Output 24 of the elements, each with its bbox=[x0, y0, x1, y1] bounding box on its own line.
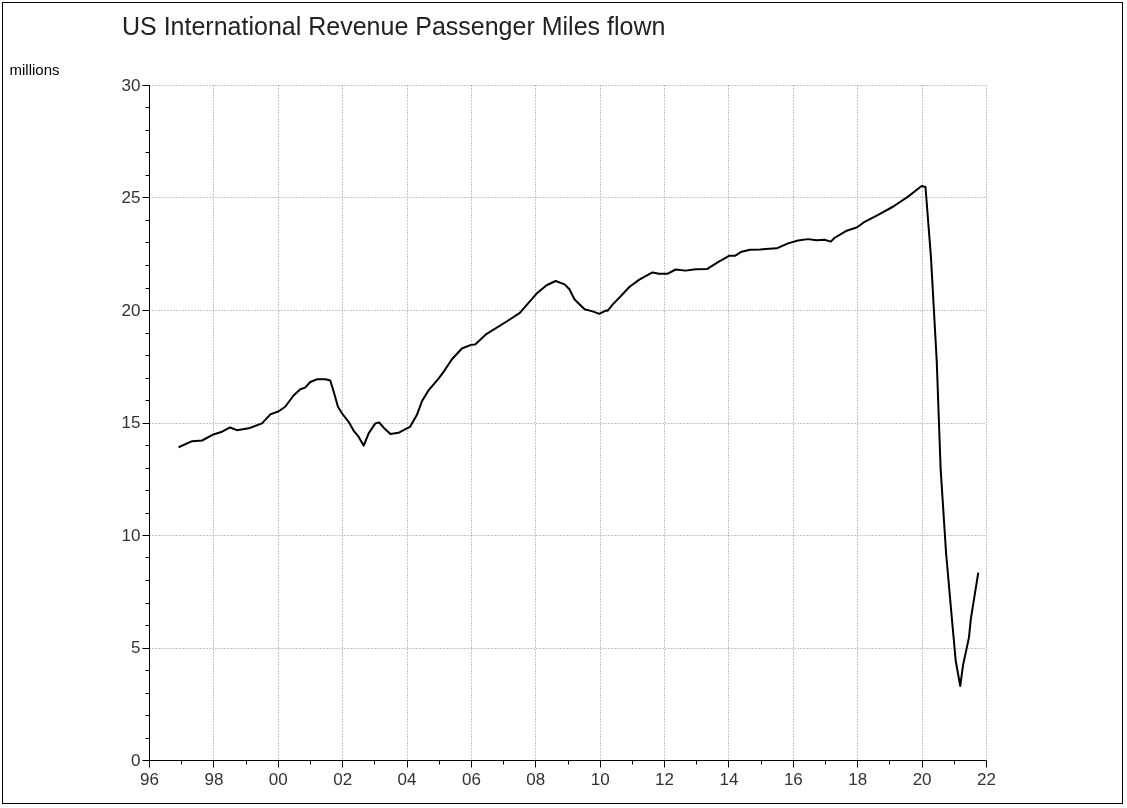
y-tick-label: 10 bbox=[121, 525, 141, 545]
line-series bbox=[177, 185, 980, 687]
x-tick-label: 10 bbox=[590, 769, 610, 789]
y-tick-label: 25 bbox=[121, 188, 141, 207]
x-tick-label: 06 bbox=[461, 769, 481, 789]
x-tick-label: 20 bbox=[912, 769, 932, 789]
x-tick-label: 14 bbox=[719, 769, 739, 789]
x-tick-label: 08 bbox=[526, 769, 546, 789]
y-tick-label: 15 bbox=[121, 413, 141, 432]
y-tick-label: 0 bbox=[131, 750, 141, 770]
y-tick-label: 20 bbox=[121, 300, 141, 320]
x-tick-label: 18 bbox=[848, 769, 868, 789]
x-tick-label: 02 bbox=[333, 769, 353, 789]
x-tick-label: 22 bbox=[977, 769, 996, 789]
y-tick-label: 30 bbox=[121, 75, 141, 95]
x-tick-label: 98 bbox=[204, 769, 224, 789]
x-tick-label: 04 bbox=[397, 769, 417, 789]
x-tick-label: 96 bbox=[140, 769, 159, 789]
y-axis-title: millions bbox=[9, 60, 60, 78]
x-tick-label: 12 bbox=[655, 769, 675, 789]
y-tick-label: 5 bbox=[131, 638, 141, 657]
x-tick-label: 00 bbox=[268, 769, 288, 789]
x-tick-label: 16 bbox=[783, 769, 803, 789]
chart-title: US International Revenue Passenger Miles flown bbox=[122, 12, 666, 40]
